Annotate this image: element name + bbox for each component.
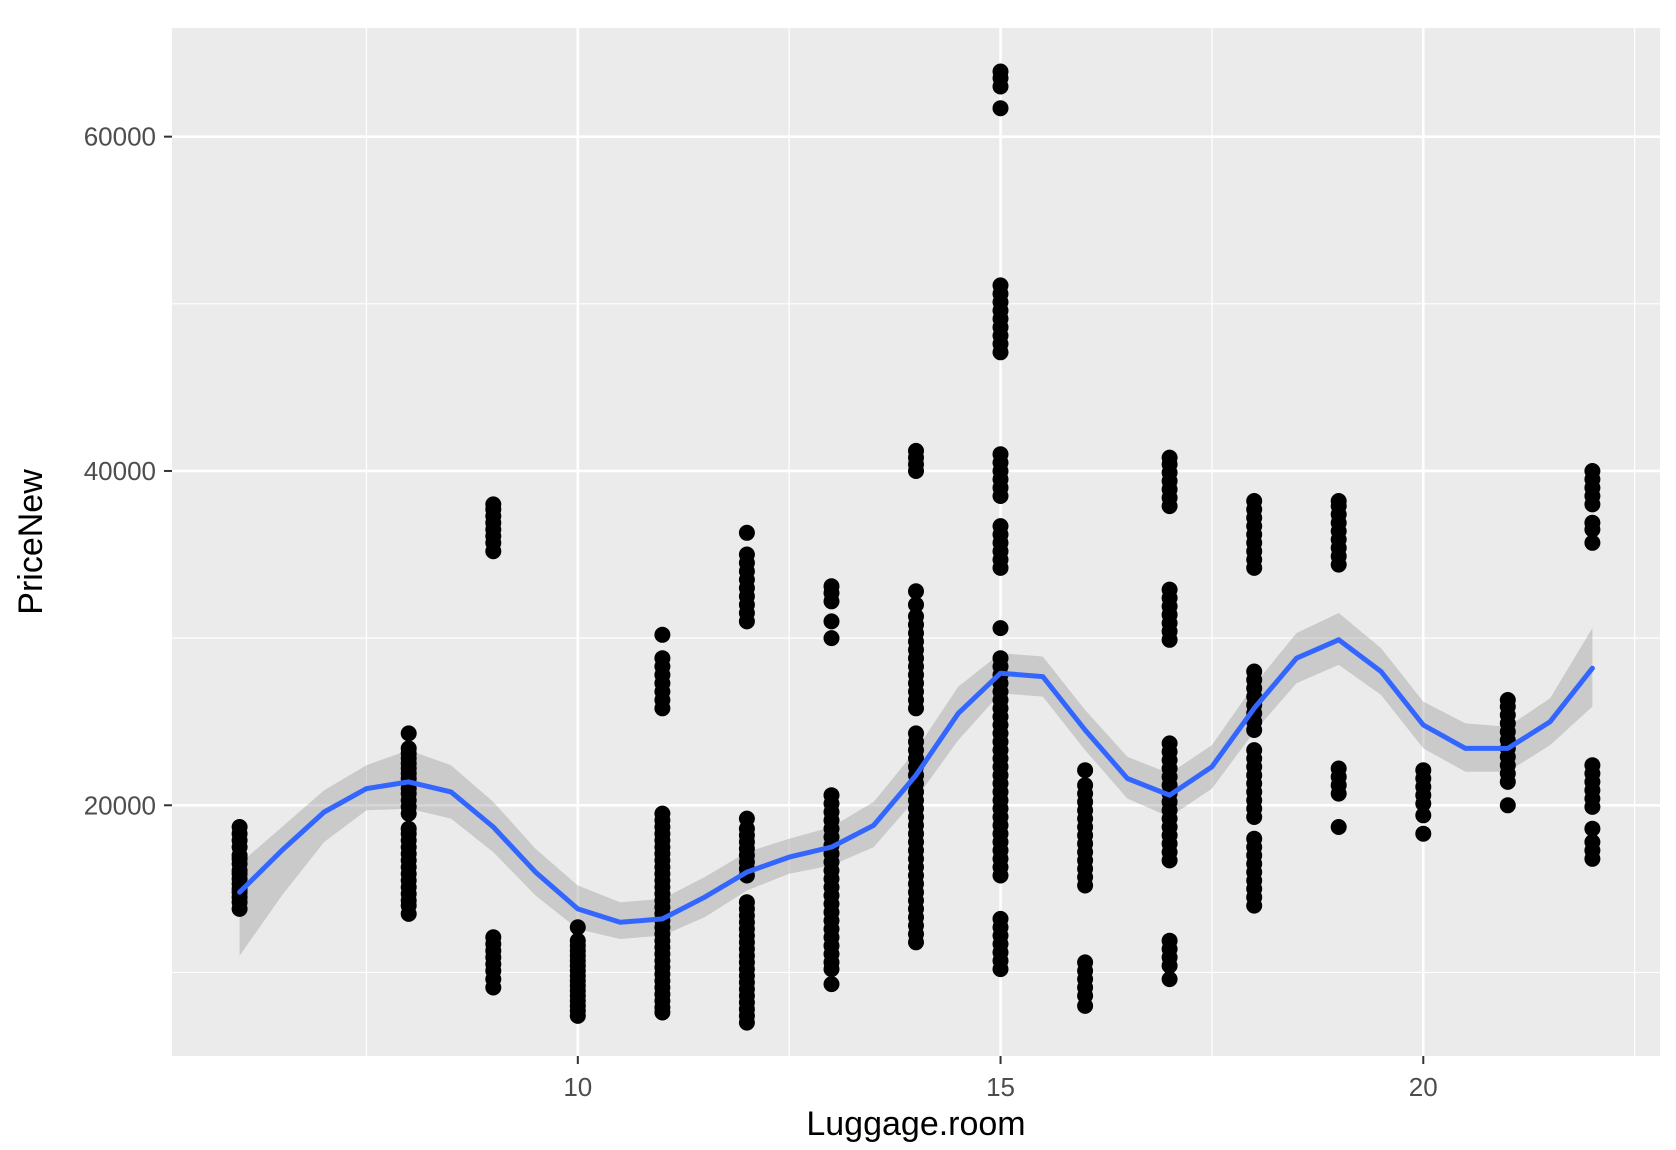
- data-point: [908, 725, 924, 742]
- data-point: [823, 630, 840, 647]
- data-point: [1246, 830, 1263, 847]
- data-point: [1077, 954, 1094, 971]
- data-point: [1584, 463, 1601, 479]
- data-point: [738, 524, 755, 541]
- tick-labels: 10 15 20 20000 40000 60000: [84, 122, 1438, 1102]
- data-point: [1161, 449, 1178, 466]
- data-point: [1161, 581, 1178, 598]
- data-point: [992, 518, 1009, 535]
- data-point: [485, 496, 502, 513]
- y-tick-label: 20000: [84, 790, 156, 820]
- data-point: [1584, 757, 1601, 774]
- data-point: [1330, 819, 1347, 835]
- data-point: [1415, 762, 1432, 779]
- data-point: [992, 63, 1009, 80]
- data-point: [738, 810, 755, 827]
- data-point: [1584, 820, 1601, 837]
- points-layer: [231, 63, 1601, 1031]
- data-point: [400, 740, 417, 757]
- data-point: [1499, 797, 1516, 814]
- data-point: [823, 613, 840, 630]
- data-point: [1415, 825, 1432, 842]
- data-point: [569, 919, 586, 936]
- x-axis-title: Luggage.room: [806, 1105, 1025, 1143]
- data-point: [908, 442, 924, 459]
- data-point: [654, 805, 671, 822]
- axis-ticks: [164, 135, 1425, 1064]
- y-axis-title: PriceNew: [12, 469, 50, 615]
- data-point: [1246, 742, 1263, 759]
- data-point: [823, 787, 840, 804]
- data-point: [992, 620, 1009, 637]
- data-point: [1330, 493, 1347, 509]
- data-point: [400, 820, 417, 837]
- data-point: [1161, 971, 1178, 988]
- x-tick-label: 20: [1409, 1072, 1438, 1102]
- smooth-line: [237, 637, 1595, 925]
- data-point: [992, 277, 1009, 294]
- x-tick-label: 15: [986, 1072, 1015, 1102]
- data-point: [654, 626, 671, 643]
- data-point: [400, 725, 417, 742]
- data-point: [738, 546, 755, 563]
- data-point: [992, 100, 1009, 117]
- data-point: [1584, 514, 1601, 531]
- data-point: [992, 446, 1009, 463]
- data-point: [1077, 762, 1094, 779]
- data-point: [1415, 807, 1432, 824]
- y-tick-label: 40000: [84, 456, 156, 486]
- data-point: [569, 932, 586, 949]
- data-point: [1584, 534, 1601, 551]
- data-point: [908, 596, 924, 613]
- data-point: [1077, 777, 1094, 794]
- data-point: [1499, 692, 1516, 708]
- data-point: [823, 976, 840, 993]
- data-point: [1161, 932, 1178, 949]
- data-point: [1330, 760, 1347, 777]
- data-point: [1161, 735, 1178, 752]
- data-point: [908, 608, 924, 625]
- smooth-line-layer: [237, 637, 1595, 925]
- data-point: [654, 650, 671, 667]
- data-point: [823, 578, 840, 595]
- data-point: [908, 583, 924, 600]
- data-point: [1246, 493, 1263, 509]
- data-point: [992, 910, 1009, 927]
- y-tick-label: 60000: [84, 122, 156, 152]
- data-point: [485, 929, 502, 946]
- x-tick-label: 10: [563, 1072, 592, 1102]
- data-point: [231, 819, 248, 835]
- data-point: [1246, 663, 1263, 680]
- data-point: [1584, 834, 1601, 850]
- data-point: [992, 650, 1009, 667]
- data-point: [738, 894, 755, 911]
